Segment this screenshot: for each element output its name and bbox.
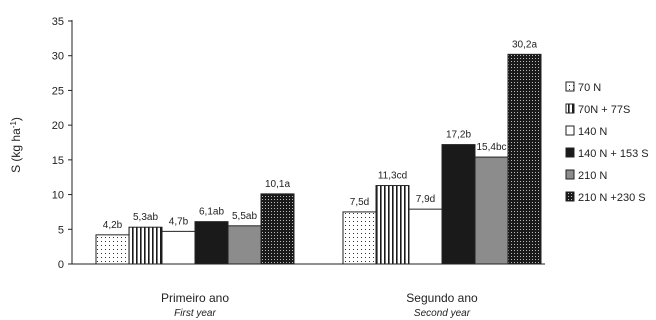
legend-swatch	[565, 147, 575, 158]
y-tick-label: 20	[52, 120, 64, 132]
bar	[375, 185, 410, 265]
bar	[128, 226, 163, 265]
legend-swatch	[565, 81, 575, 92]
bar-data-label: 4,7b	[169, 216, 189, 227]
y-tick-label: 0	[58, 259, 64, 271]
bar	[408, 208, 443, 265]
bar-data-label: 5,5ab	[232, 211, 257, 222]
category-sublabel: Second year	[414, 308, 471, 319]
legend-swatch	[565, 169, 575, 180]
y-tick-label: 5	[58, 224, 64, 236]
bar-data-label: 10,1a	[265, 179, 290, 190]
legend-label: 140 N	[578, 126, 607, 138]
bar	[161, 230, 196, 265]
y-tick-label: 30	[52, 51, 64, 63]
bar-data-label: 6,1ab	[199, 207, 224, 218]
legend-label: 140 N + 153 S	[578, 148, 649, 160]
bar	[474, 156, 509, 265]
y-tick-label: 35	[52, 16, 64, 28]
bar-data-label: 5,3ab	[133, 212, 158, 223]
bar	[194, 221, 229, 265]
category-label: Primeiro ano	[161, 291, 229, 305]
bar-data-label: 7,5d	[350, 197, 369, 208]
bar	[507, 53, 542, 265]
y-tick-label: 15	[52, 155, 64, 167]
legend-swatch	[565, 125, 575, 136]
bar	[441, 144, 476, 265]
category-label: Segundo ano	[406, 291, 478, 305]
y-tick-label: 10	[52, 190, 64, 202]
y-tick-label: 25	[52, 85, 64, 97]
bar-data-label: 4,2b	[103, 220, 123, 231]
legend-label: 70 N	[578, 82, 601, 94]
legend-label: 210 N	[578, 170, 607, 182]
bar-data-label: 7,9d	[416, 194, 435, 205]
bar	[95, 234, 130, 265]
legend-label: 70N + 77S	[578, 104, 630, 116]
bar	[227, 225, 262, 265]
bar-data-label: 17,2b	[446, 130, 471, 141]
bar	[260, 193, 295, 265]
bar-data-label: 15,4bc	[476, 142, 506, 153]
legend-swatch	[565, 103, 575, 114]
bar	[342, 211, 377, 265]
legend-label: 210 N +230 S	[578, 192, 646, 204]
y-axis-label: S (kg ha-1)	[9, 117, 23, 173]
category-sublabel: First year	[174, 308, 216, 319]
bar-data-label: 30,2a	[512, 39, 537, 50]
legend-swatch	[565, 191, 575, 202]
bar-data-label: 11,3cd	[378, 171, 407, 182]
